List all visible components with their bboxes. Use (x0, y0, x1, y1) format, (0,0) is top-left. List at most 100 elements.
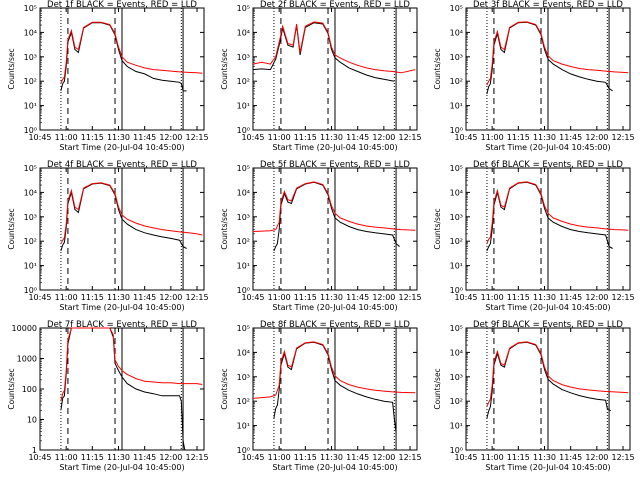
y-tick-label: 10¹ (24, 102, 37, 111)
y-axis-label: Counts/sec (7, 48, 16, 89)
x-tick-label: 10:45 (241, 133, 264, 142)
x-tick-label: 12:15 (398, 293, 421, 302)
x-tick-label: 12:15 (185, 133, 208, 142)
x-tick-label: 11:45 (346, 453, 369, 462)
events-series-line (486, 341, 612, 419)
x-tick-label: 12:15 (398, 453, 421, 462)
chart-title: Det 8f BLACK = Events, RED = LLD (260, 320, 410, 330)
y-tick-label: 10³ (450, 53, 463, 62)
y-tick-label: 10⁴ (450, 348, 463, 357)
x-tick-label: 11:30 (320, 133, 343, 142)
x-tick-label: 11:15 (294, 293, 317, 302)
y-tick-label: 10⁴ (450, 188, 463, 197)
y-tick-label: 10³ (237, 53, 250, 62)
chart-title: Det 4f BLACK = Events, RED = LLD (47, 160, 197, 170)
events-series-line (273, 181, 400, 252)
x-tick-label: 11:45 (133, 293, 156, 302)
x-axis-label: Start Time (20-Jul-04 10:45:00) (485, 303, 610, 312)
y-axis-label: Counts/sec (220, 208, 229, 249)
x-tick-label: 12:00 (159, 133, 182, 142)
y-tick-label: 10³ (450, 373, 463, 382)
y-tick-label: 1000 (17, 355, 37, 364)
chart-title: Det 9f BLACK = Events, RED = LLD (473, 320, 623, 330)
x-tick-label: 12:00 (585, 133, 608, 142)
x-tick-label: 11:15 (81, 453, 104, 462)
lld-series-line (60, 327, 203, 402)
y-tick-label: 10² (450, 397, 463, 406)
x-tick-label: 10:45 (28, 133, 51, 142)
y-tick-label: 10¹ (237, 262, 250, 271)
y-tick-label: 10⁰ (450, 126, 463, 135)
chart-title: Det 5f BLACK = Events, RED = LLD (260, 160, 410, 170)
x-tick-label: 10:45 (454, 293, 477, 302)
x-tick-label: 12:00 (159, 293, 182, 302)
x-tick-label: 12:15 (185, 453, 208, 462)
y-tick-label: 10⁵ (237, 4, 250, 13)
x-tick-label: 11:30 (533, 133, 556, 142)
lld-series-line (60, 182, 203, 244)
lld-series-line (252, 21, 416, 74)
y-tick-label: 10³ (24, 53, 37, 62)
x-tick-label: 11:15 (507, 133, 530, 142)
y-tick-label: 10¹ (450, 102, 463, 111)
x-tick-label: 10:45 (28, 453, 51, 462)
x-tick-label: 11:45 (133, 133, 156, 142)
x-tick-label: 11:30 (107, 133, 130, 142)
y-tick-label: 10⁰ (237, 286, 250, 295)
y-axis-label: Counts/sec (220, 48, 229, 89)
y-tick-label: 10² (450, 237, 463, 246)
x-tick-label: 11:00 (481, 453, 504, 462)
x-axis-label: Start Time (20-Jul-04 10:45:00) (485, 463, 610, 472)
x-tick-label: 11:45 (559, 453, 582, 462)
chart-panel-2: Det 2f BLACK = Events, RED = LLD 10⁰ 10¹ 10… (220, 0, 422, 152)
y-tick-label: 10⁴ (237, 188, 250, 197)
lld-series-line (60, 21, 203, 84)
x-tick-label: 12:00 (372, 133, 395, 142)
x-tick-label: 11:00 (55, 133, 78, 142)
x-tick-label: 11:00 (268, 133, 291, 142)
x-tick-label: 11:30 (107, 453, 130, 462)
y-tick-label: 10¹ (24, 262, 37, 271)
lld-series-line (486, 341, 629, 407)
x-tick-label: 11:15 (81, 133, 104, 142)
x-tick-label: 11:15 (507, 453, 530, 462)
y-tick-label: 10⁴ (24, 28, 37, 37)
x-tick-label: 11:00 (481, 293, 504, 302)
lld-series-line (252, 181, 416, 232)
x-axis-label: Start Time (20-Jul-04 10:45:00) (59, 143, 184, 152)
lld-series-line (486, 181, 629, 244)
y-tick-label: 10⁰ (450, 446, 463, 455)
x-tick-label: 11:45 (559, 293, 582, 302)
events-series-line (60, 327, 186, 451)
x-axis-label: Start Time (20-Jul-04 10:45:00) (59, 463, 184, 472)
y-tick-label: 10³ (237, 373, 250, 382)
y-axis-label: Counts/sec (433, 368, 442, 409)
chart-panel-5: Det 5f BLACK = Events, RED = LLD 10⁰ 10¹ 10… (220, 160, 422, 312)
chart-title: Det 7f BLACK = Events, RED = LLD (47, 320, 197, 330)
x-axis-label: Start Time (20-Jul-04 10:45:00) (59, 303, 184, 312)
x-tick-label: 10:45 (28, 293, 51, 302)
chart-panel-6: Det 6f BLACK = Events, RED = LLD 10⁰ 10¹ 10… (433, 160, 635, 312)
y-tick-label: 10¹ (450, 422, 463, 431)
y-tick-label: 10⁰ (450, 286, 463, 295)
x-tick-label: 11:45 (346, 293, 369, 302)
chart-title: Det 1f BLACK = Events, RED = LLD (47, 0, 197, 10)
y-tick-label: 10⁵ (24, 4, 37, 13)
x-tick-label: 12:00 (159, 453, 182, 462)
y-axis-label: Counts/sec (7, 208, 16, 249)
x-tick-label: 12:00 (372, 293, 395, 302)
x-tick-label: 11:30 (533, 293, 556, 302)
x-tick-label: 11:00 (481, 133, 504, 142)
y-tick-label: 10³ (237, 213, 250, 222)
x-axis-label: Start Time (20-Jul-04 10:45:00) (272, 143, 397, 152)
events-series-line (252, 22, 395, 82)
y-tick-label: 10⁵ (237, 324, 250, 333)
x-tick-label: 12:15 (611, 293, 634, 302)
x-tick-label: 11:30 (533, 453, 556, 462)
y-tick-label: 10⁵ (450, 4, 463, 13)
y-tick-label: 10⁵ (24, 164, 37, 173)
chart-panel-4: Det 4f BLACK = Events, RED = LLD 10⁰ 10¹ 10… (7, 160, 209, 312)
chart-title: Det 3f BLACK = Events, RED = LLD (473, 0, 623, 10)
y-tick-label: 10¹ (237, 102, 250, 111)
